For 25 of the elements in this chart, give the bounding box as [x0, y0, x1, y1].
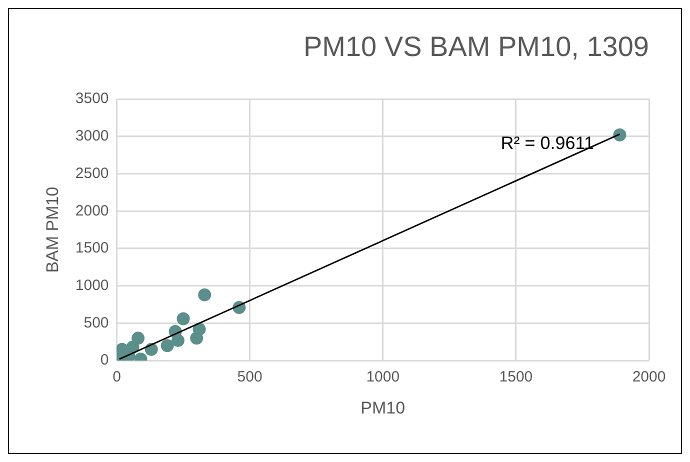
point	[126, 340, 140, 354]
point	[190, 332, 204, 345]
y-tick-label: 1500	[75, 240, 109, 257]
point	[160, 339, 174, 352]
x-tick-label: 1500	[499, 368, 533, 386]
y-tick-label: 500	[84, 314, 109, 332]
x-axis-title: PM10	[360, 398, 406, 418]
y-tick-label: 0	[100, 352, 109, 369]
annotation: R² = 0.9611	[500, 132, 594, 153]
x-tick-label: 0	[112, 368, 121, 386]
y-tick-label: 2500	[75, 164, 109, 182]
point	[613, 128, 626, 142]
chart-title: PM10 VS BAM PM10, 1309	[303, 31, 649, 62]
x-tick-label: 1000	[366, 368, 400, 386]
point	[171, 334, 184, 347]
x-tick-label: 500	[237, 368, 262, 386]
y-axis-title: BAM PM10	[42, 186, 62, 273]
x-tick-label: 2000	[632, 368, 666, 386]
y-tick-label: 1000	[75, 277, 109, 294]
y-tick-label: 3500	[75, 90, 109, 108]
point	[176, 312, 190, 326]
point	[132, 332, 145, 345]
y-tick-label: 3000	[75, 128, 109, 145]
point	[198, 288, 212, 302]
y-tick-label: 2000	[75, 202, 109, 220]
